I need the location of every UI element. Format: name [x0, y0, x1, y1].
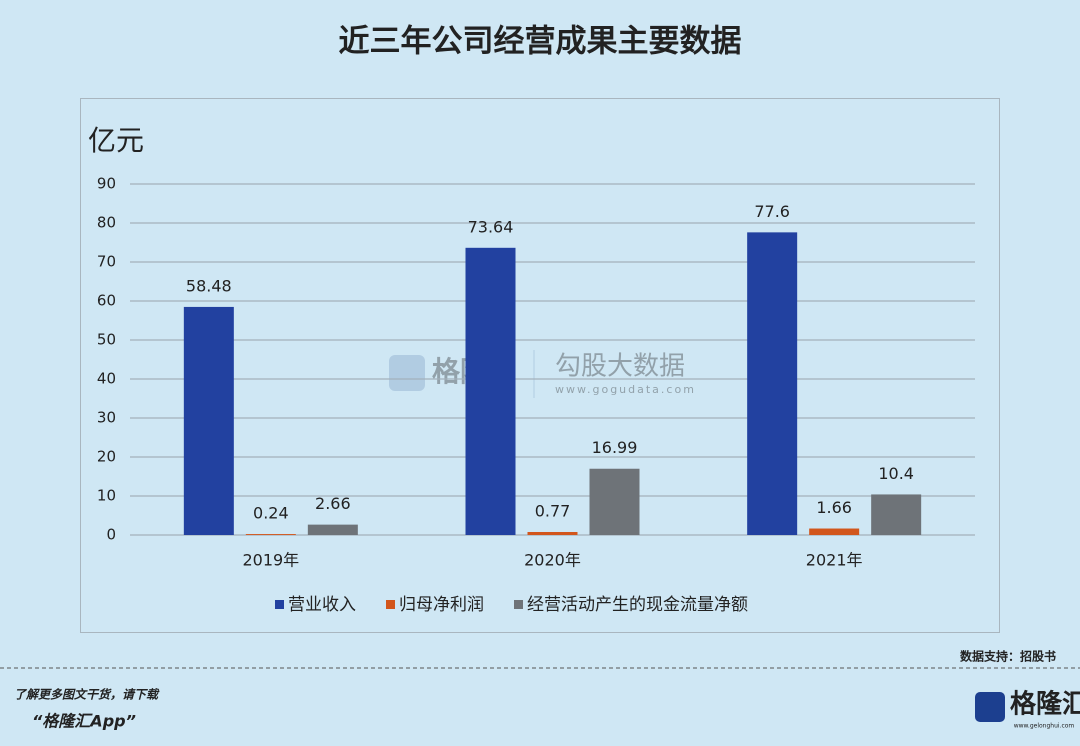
value-label: 58.48 [186, 276, 232, 295]
x-tick-label: 2020年 [524, 551, 581, 570]
y-tick-label: 30 [97, 409, 116, 427]
watermark-icon [389, 355, 425, 391]
bar [183, 306, 234, 535]
value-label: 1.66 [816, 498, 852, 517]
legend-label: 经营活动产生的现金流量净额 [527, 595, 748, 615]
watermark-url: www.gogudata.com [555, 383, 696, 396]
y-tick-label: 90 [97, 175, 116, 193]
bar [527, 531, 578, 535]
bar [465, 247, 516, 535]
bar [871, 494, 922, 535]
legend-swatch [514, 600, 523, 609]
y-tick-label: 40 [97, 370, 116, 388]
source-note: 数据支持：招股书 [960, 649, 1056, 664]
legend-swatch [386, 600, 395, 609]
value-label: 16.99 [592, 438, 638, 457]
bar [589, 468, 640, 535]
legend-label: 归母净利润 [399, 595, 484, 615]
bar [307, 524, 358, 535]
bar [245, 534, 296, 535]
value-label: 73.64 [468, 217, 514, 236]
y-tick-label: 10 [97, 487, 116, 505]
logo-url: www.gelonghui.com [1014, 723, 1075, 730]
bar [747, 232, 798, 536]
legend-label: 营业收入 [288, 595, 356, 615]
y-tick-label: 60 [97, 292, 116, 310]
bar [809, 528, 860, 535]
logo-icon [975, 692, 1005, 722]
legend-swatch [275, 600, 284, 609]
y-axis-unit: 亿元 [88, 124, 144, 157]
value-label: 10.4 [878, 464, 914, 483]
watermark-product: 勾股大数据 [555, 352, 685, 382]
y-tick-label: 0 [106, 526, 116, 544]
x-tick-label: 2021年 [806, 551, 863, 570]
y-tick-label: 50 [97, 331, 116, 349]
logo-text: 格隆汇 [1010, 689, 1080, 720]
y-tick-label: 20 [97, 448, 116, 466]
value-label: 2.66 [315, 494, 351, 513]
x-tick-label: 2019年 [242, 551, 299, 570]
y-tick-label: 70 [97, 253, 116, 271]
value-label: 0.77 [535, 501, 571, 520]
chart-title: 近三年公司经营成果主要数据 [339, 24, 742, 60]
footer-app: “格隆汇App” [32, 712, 136, 731]
value-label: 0.24 [253, 504, 289, 523]
footer-prompt: 了解更多图文干货，请下载 [14, 688, 160, 702]
value-label: 77.6 [754, 202, 790, 221]
y-tick-label: 80 [97, 214, 116, 232]
